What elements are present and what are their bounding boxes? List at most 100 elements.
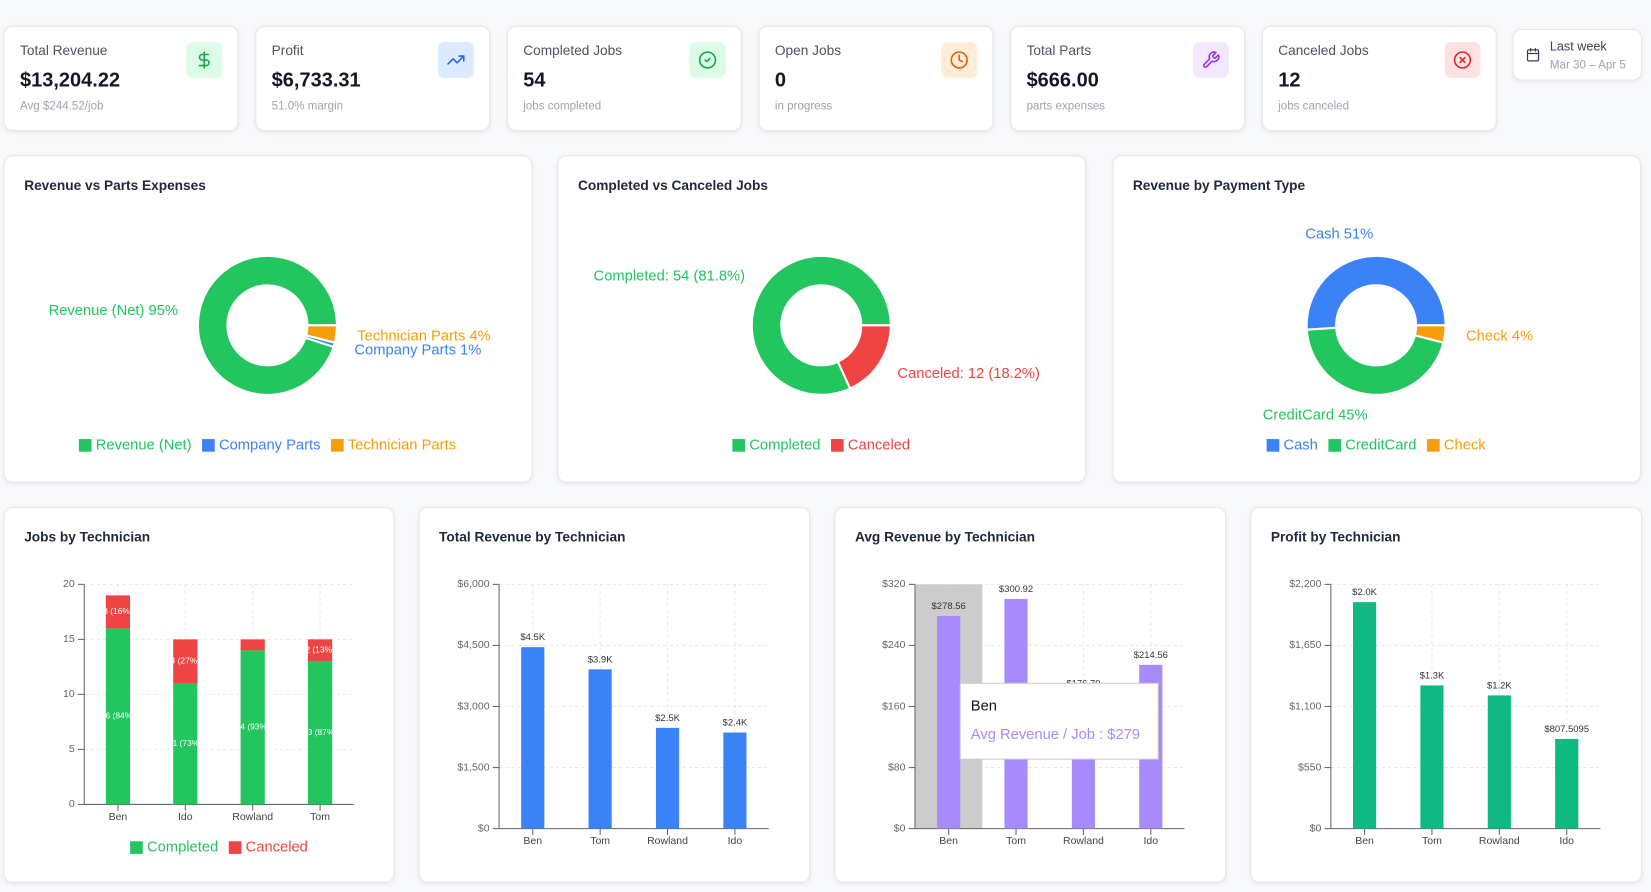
card [1250,506,1642,883]
legend-label: Canceled [246,839,308,855]
x-tick-label: Ido [728,835,743,847]
donut-slice [1413,324,1447,344]
kpi-subtitle: in progress [775,100,832,112]
icon-part [458,55,465,62]
x-tick-label: Ben [1355,835,1374,847]
slice-label: Technician Parts 4% [357,329,491,345]
kpi-title: Completed Jobs [523,43,622,58]
x-tick-label: Ido [178,811,193,823]
slice-label: Revenue (Net) 95% [49,303,178,319]
chart-title: Jobs by Technician [24,530,150,545]
x-tick-label: Ido [1144,835,1159,847]
slice-label: Company Parts 1% [354,342,481,358]
x-tick-label: Ido [1559,835,1574,847]
card [506,25,742,132]
x-tick-label: Tom [590,835,610,847]
icon-part [950,51,968,69]
donut-slice [196,254,338,396]
legend: Completed Canceled [732,437,910,453]
bar-value-label: $4.5K [520,632,545,643]
icon-part [1202,51,1220,68]
icon-part [198,53,210,67]
donut-slice [1305,326,1445,396]
kpi-value: 54 [523,69,546,91]
tooltip-box [959,682,1159,760]
legend-label: Technician Parts [348,437,456,453]
icon [950,51,968,69]
legend-swatch [202,439,215,452]
kpi-value: $666.00 [1027,69,1099,91]
kpi-title: Profit [272,43,304,58]
icon-part [1526,47,1540,55]
y-tick-label: 10 [63,688,75,700]
bar-segment [105,628,131,805]
kpi-value: 12 [1278,69,1300,91]
legend-label: Revenue (Net) [96,437,192,453]
legend-label: Cash [1283,437,1317,453]
tooltip-text: Avg Revenue / Job : $279 [971,727,1140,743]
icon-part [447,55,465,65]
card [557,155,1087,483]
card [3,506,395,883]
chart-title: Total Revenue by Technician [439,530,625,545]
kpi-title: Canceled Jobs [1278,43,1369,58]
chart-title: Revenue by Payment Type [1133,178,1306,193]
bar [521,647,545,829]
icon-part [1459,56,1466,64]
legend-label: Completed [749,437,820,453]
x-tick-label: Ben [109,811,128,823]
y-tick-label: 0 [69,798,75,810]
chart-title: Avg Revenue by Technician [855,530,1035,545]
kpi-subtitle: 51.0% margin [272,100,343,112]
donut-slice [750,254,892,396]
bar [1420,685,1444,829]
icon [198,51,210,69]
icon-part [704,57,711,63]
bar [1487,695,1511,829]
icon-part [698,51,717,69]
bar [723,732,747,829]
legend-label: CreditCard [1345,437,1416,453]
y-tick-label: $2,200 [1289,578,1321,590]
kpi-icon-box [1192,42,1229,78]
slice-label: Check 4% [1466,329,1533,345]
date-range: Mar 30 – Apr 5 [1550,59,1626,71]
bar-value-label: 14 (93%) [236,722,270,732]
y-tick-label: $550 [1298,761,1322,773]
legend-swatch [732,439,746,452]
y-tick-label: $6,000 [457,578,489,590]
bar [588,669,612,829]
y-tick-label: $0 [894,822,906,834]
card [255,25,491,132]
bar-value-label: $807.5095 [1544,724,1589,735]
bar-value-label: $2.5K [655,713,680,724]
bar-value-label: 3 (16%) [103,606,133,616]
icon [1526,47,1540,62]
icon [447,55,465,65]
chart-title: Completed vs Canceled Jobs [578,178,768,193]
y-tick-label: $80 [888,761,906,773]
donut-slice [836,324,892,390]
kpi-title: Total Parts [1027,43,1092,58]
y-tick-label: 20 [63,578,75,590]
y-tick-label: 15 [63,633,75,645]
chart-title: Profit by Technician [1271,530,1401,545]
bar-value-label: $1.2K [1487,680,1512,691]
slice-label: Completed: 54 (81.8%) [594,268,746,284]
y-tick-label: 5 [69,743,75,755]
legend-label: Check [1444,437,1486,453]
card [1512,28,1642,81]
y-tick-label: $0 [478,822,490,834]
card [1010,25,1246,132]
bar-value-label: 13 (87%) [303,727,337,737]
kpi-value: 0 [775,69,786,91]
legend-swatch [130,841,143,854]
bar [1352,602,1377,829]
legend-swatch [1427,439,1440,452]
x-tick-label: Rowland [1063,835,1104,847]
x-tick-label: Tom [1422,835,1442,847]
y-tick-label: $4,500 [457,639,489,651]
bar-value-label: 11 (73%) [169,738,203,748]
icon [698,51,717,69]
